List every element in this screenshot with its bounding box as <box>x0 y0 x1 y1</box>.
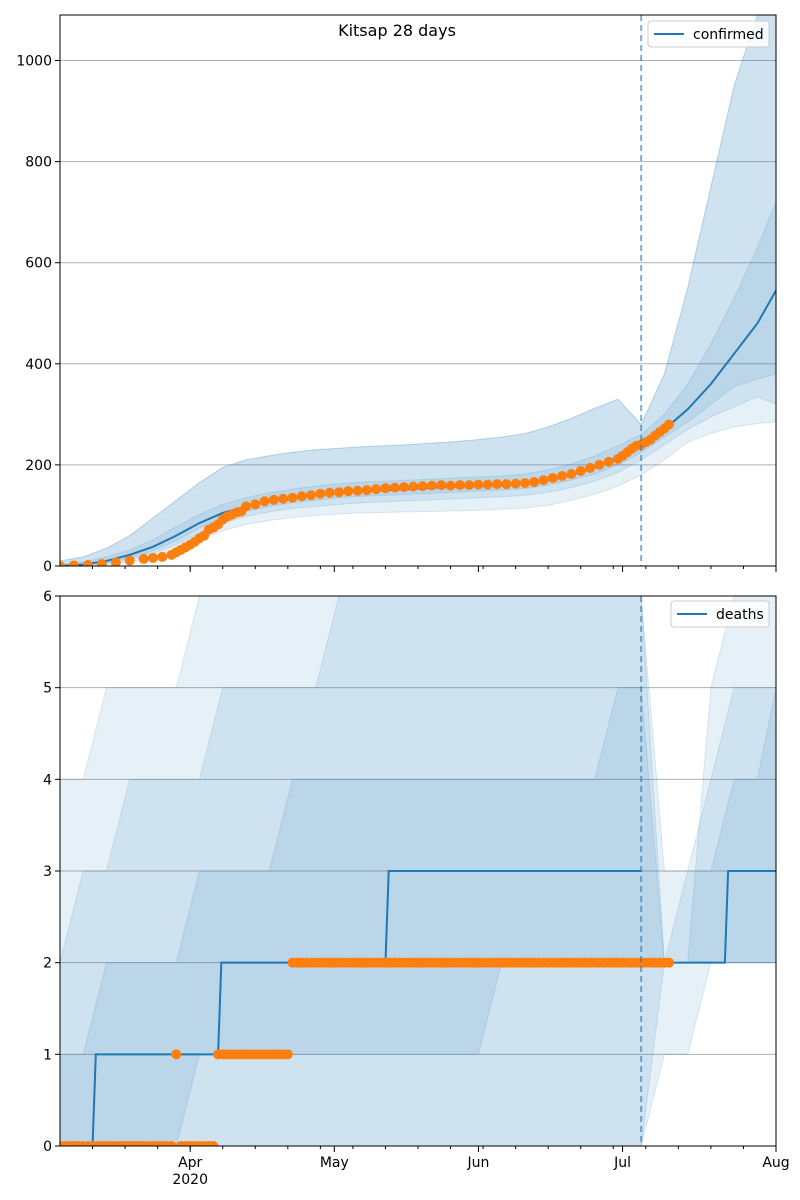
deaths-legend: deaths <box>670 600 770 628</box>
observed-point <box>157 551 168 562</box>
observed-point <box>371 484 382 495</box>
x-tick-year-label: 2020 <box>172 1172 208 1188</box>
observed-point <box>352 485 363 496</box>
observed-point <box>575 465 586 476</box>
observed-point <box>519 478 530 489</box>
observed-point <box>82 559 93 566</box>
observed-point <box>399 482 410 493</box>
observed-point <box>585 462 596 473</box>
y-tick-label: 400 <box>25 357 52 373</box>
observed-point <box>138 553 149 564</box>
observed-point <box>282 1049 293 1060</box>
observed-point <box>315 488 326 499</box>
confirmed-y-axis: 0 200 400 600 800 1000 <box>16 53 60 575</box>
observed-point <box>250 499 261 510</box>
observed-point <box>482 479 493 490</box>
observed-point <box>110 557 121 566</box>
observed-point <box>664 419 675 430</box>
y-tick-label: 2 <box>43 956 52 972</box>
observed-point <box>408 481 419 492</box>
y-tick-label: 600 <box>25 256 52 272</box>
confirmed-panel: 0 200 400 600 800 1000 Kitsap 28 days confirm… <box>16 14 777 575</box>
deaths-median-line <box>60 870 776 1146</box>
median-step-line <box>673 870 776 964</box>
confirmed-observed-points <box>60 419 675 566</box>
x-tick-label: Jun <box>467 1155 490 1171</box>
observed-point <box>594 459 605 470</box>
deaths-y-axis: 0 1 2 3 4 5 6 <box>43 589 60 1155</box>
y-tick-label: 200 <box>25 458 52 474</box>
uncertainty-band <box>60 15 776 566</box>
observed-point <box>96 558 107 566</box>
observed-point <box>287 492 298 503</box>
observed-point <box>547 473 558 484</box>
observed-point <box>240 501 251 512</box>
y-tick-label: 0 <box>43 559 52 575</box>
confirmed-uncertainty-bands <box>60 15 776 566</box>
uncertainty-band <box>60 201 776 566</box>
observed-point <box>501 479 512 490</box>
y-tick-label: 0 <box>43 1139 52 1155</box>
observed-point <box>268 494 279 505</box>
observed-point <box>361 485 372 496</box>
observed-point <box>417 481 428 492</box>
observed-point <box>324 487 335 498</box>
observed-point <box>278 493 289 504</box>
deaths-observed-points <box>60 957 675 1146</box>
observed-point <box>68 560 79 566</box>
observed-point <box>333 487 344 498</box>
observed-point <box>426 480 437 491</box>
y-tick-label: 5 <box>43 681 52 697</box>
y-tick-label: 6 <box>43 589 52 605</box>
x-tick-label: Aug <box>762 1155 789 1171</box>
observed-point <box>166 1141 177 1146</box>
observed-point <box>566 468 577 479</box>
observed-point <box>454 480 465 491</box>
confirmed-legend-box <box>647 20 770 48</box>
observed-point <box>473 479 484 490</box>
confirmed-x-axis <box>92 566 777 572</box>
observed-point <box>380 483 391 494</box>
observed-point <box>492 479 503 490</box>
deaths-legend-label: deaths <box>716 607 764 623</box>
observed-point <box>510 478 521 489</box>
y-tick-label: 1000 <box>16 53 52 69</box>
observed-point <box>343 486 354 497</box>
y-tick-label: 1 <box>43 1047 52 1063</box>
observed-point <box>60 561 65 566</box>
observed-point <box>259 496 270 507</box>
observed-point <box>389 482 400 493</box>
observed-point <box>664 957 675 968</box>
deaths-legend-box <box>670 600 770 628</box>
y-tick-label: 3 <box>43 864 52 880</box>
observed-point <box>147 552 158 563</box>
observed-point <box>171 1049 182 1060</box>
observed-point <box>464 480 475 491</box>
observed-point <box>306 490 317 501</box>
x-tick-label: Jul <box>613 1155 631 1171</box>
observed-point <box>445 480 456 491</box>
observed-point <box>529 477 540 488</box>
y-tick-label: 800 <box>25 155 52 171</box>
observed-point <box>557 471 568 482</box>
observed-point <box>296 491 307 502</box>
confirmed-legend-label: confirmed <box>693 27 764 43</box>
confirmed-legend: confirmed <box>647 20 770 48</box>
x-tick-label: Apr <box>178 1155 202 1171</box>
observed-point <box>538 475 549 486</box>
observed-point <box>603 456 614 467</box>
observed-point <box>124 555 135 566</box>
observed-point <box>436 480 447 491</box>
y-tick-label: 4 <box>43 772 52 788</box>
observed-point <box>208 1141 219 1146</box>
median-step-line <box>60 870 642 1146</box>
chart-title: Kitsap 28 days <box>338 21 456 40</box>
x-tick-label: May <box>320 1155 349 1171</box>
uncertainty-band <box>60 15 776 566</box>
